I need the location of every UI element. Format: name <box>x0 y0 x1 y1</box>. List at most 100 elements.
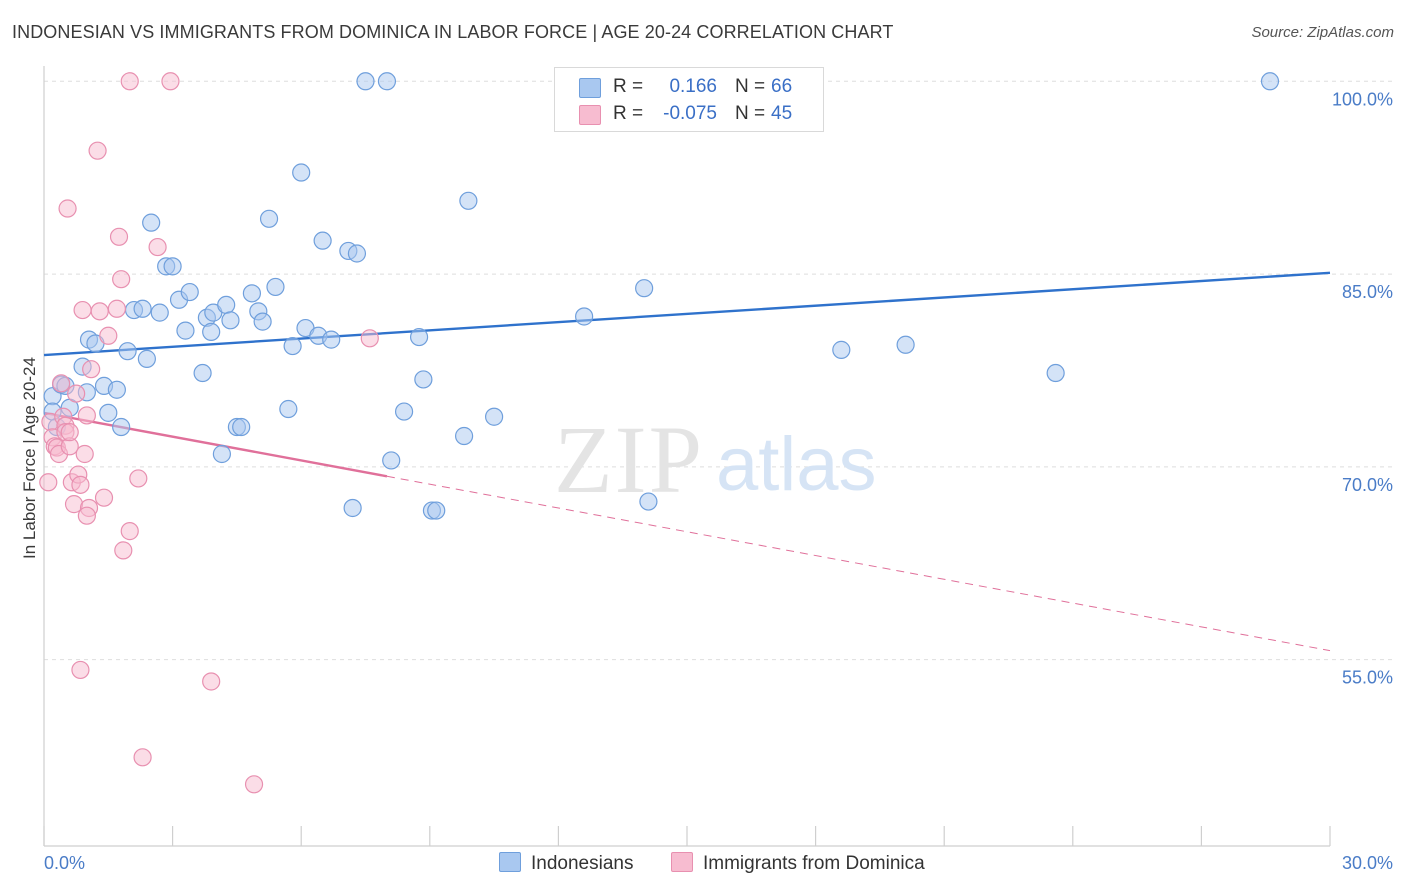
chart-source: Source: ZipAtlas.com <box>1251 24 1394 41</box>
r-label: R = <box>613 76 644 97</box>
indonesian-point <box>459 191 478 210</box>
dominica-swatch <box>579 105 601 125</box>
dominica-point <box>52 374 71 393</box>
n-label: N = <box>735 103 766 124</box>
indonesian-point <box>217 295 236 315</box>
dominica-point <box>133 748 152 767</box>
x-tick-label: 30.0% <box>1342 853 1393 873</box>
indonesian-point <box>221 311 240 330</box>
indonesian-point <box>259 209 279 228</box>
trend-line-extension <box>386 475 1331 652</box>
dominica-point <box>129 469 148 488</box>
indonesian-point <box>118 342 137 361</box>
legend-item-dominica: Immigrants from Dominica <box>671 852 925 875</box>
dominica-point <box>67 384 86 403</box>
indonesian-point <box>485 407 504 426</box>
x-tick-label: 0.0% <box>44 853 85 873</box>
indonesian-point <box>150 303 169 322</box>
legend-item-indonesians: Indonesians <box>499 852 633 875</box>
gridlines <box>44 80 1396 661</box>
legend-label: Immigrants from Dominica <box>703 853 925 874</box>
dominica-point <box>161 72 180 91</box>
indonesian-point <box>832 340 851 359</box>
dominica-point <box>77 506 96 525</box>
indonesian-point <box>635 279 654 298</box>
indonesian-point <box>180 282 199 302</box>
dominica-point <box>244 775 264 794</box>
indonesian-point <box>347 244 367 263</box>
indonesian-point <box>313 231 332 250</box>
stats-row-indonesians: R = 0.166 N = 66 <box>555 74 823 102</box>
indonesian-point <box>193 363 212 383</box>
dominica-point <box>114 541 133 560</box>
indonesian-point <box>575 307 594 326</box>
indonesian-point <box>322 330 341 349</box>
indonesian-point <box>283 336 302 356</box>
y-tick-label: 100.0% <box>1332 89 1393 109</box>
indonesian-point <box>202 322 221 342</box>
y-tick-label: 85.0% <box>1342 282 1393 302</box>
data-points <box>39 72 1280 794</box>
n-value: 45 <box>771 103 793 124</box>
indonesian-point <box>107 380 126 399</box>
dominica-point <box>71 660 90 680</box>
indonesians-swatch <box>499 852 521 872</box>
indonesian-point <box>427 501 446 520</box>
indonesian-point <box>414 370 433 389</box>
trend-lines <box>43 271 1331 652</box>
r-value: -0.075 <box>663 103 717 124</box>
dominica-swatch <box>671 852 693 872</box>
indonesian-point <box>266 277 285 297</box>
indonesian-point <box>137 349 156 368</box>
indonesian-point <box>112 417 131 437</box>
axes <box>43 66 1331 847</box>
stats-row-dominica: R = -0.075 N = 45 <box>555 101 823 129</box>
dominica-point <box>109 227 129 246</box>
indonesian-point <box>382 451 401 470</box>
indonesian-point <box>176 321 195 340</box>
stats-legend: R = 0.166 N = 66 R = -0.075 N = 45 <box>554 67 824 132</box>
dominica-point <box>39 473 58 492</box>
indonesian-point <box>292 163 311 182</box>
indonesian-point <box>232 417 251 437</box>
indonesians-swatch <box>579 78 601 98</box>
n-label: N = <box>735 76 766 97</box>
dominica-point <box>77 406 96 425</box>
indonesian-point <box>212 444 231 464</box>
indonesian-point <box>163 257 182 276</box>
n-value: 66 <box>771 76 793 97</box>
dominica-point <box>73 300 92 320</box>
dominica-point <box>60 423 79 442</box>
indonesian-point <box>639 492 658 511</box>
dominica-point <box>148 237 167 257</box>
dominica-point <box>99 326 118 345</box>
indonesian-point <box>1260 72 1280 91</box>
dominica-point <box>82 360 101 379</box>
r-value: 0.166 <box>669 76 717 97</box>
dominica-point <box>71 475 90 494</box>
indonesian-point <box>394 402 414 421</box>
dominica-point <box>120 72 139 91</box>
dominica-point <box>202 672 221 691</box>
tick-labels: 55.0% 70.0% 85.0% 100.0% 0.0% 30.0% <box>44 89 1393 873</box>
watermark-atlas: atlas <box>716 422 877 507</box>
indonesian-point <box>99 403 118 422</box>
watermark: ZIP atlas <box>554 406 877 513</box>
dominica-point <box>88 141 107 160</box>
indonesian-point <box>343 498 362 518</box>
dominica-point <box>120 522 139 541</box>
dominica-point <box>58 199 77 218</box>
indonesian-point <box>356 72 375 91</box>
trend-line-dominica <box>43 411 388 478</box>
r-label: R = <box>613 103 644 124</box>
trend-line-indonesians <box>43 271 1331 357</box>
chart-title: INDONESIAN VS IMMIGRANTS FROM DOMINICA I… <box>12 22 894 42</box>
indonesian-point <box>242 284 262 303</box>
dominica-point <box>94 488 114 507</box>
indonesian-point <box>896 335 915 354</box>
dominica-point <box>90 302 109 321</box>
dominica-point <box>75 444 94 464</box>
y-tick-label: 70.0% <box>1342 475 1393 495</box>
legend-label: Indonesians <box>531 853 634 874</box>
